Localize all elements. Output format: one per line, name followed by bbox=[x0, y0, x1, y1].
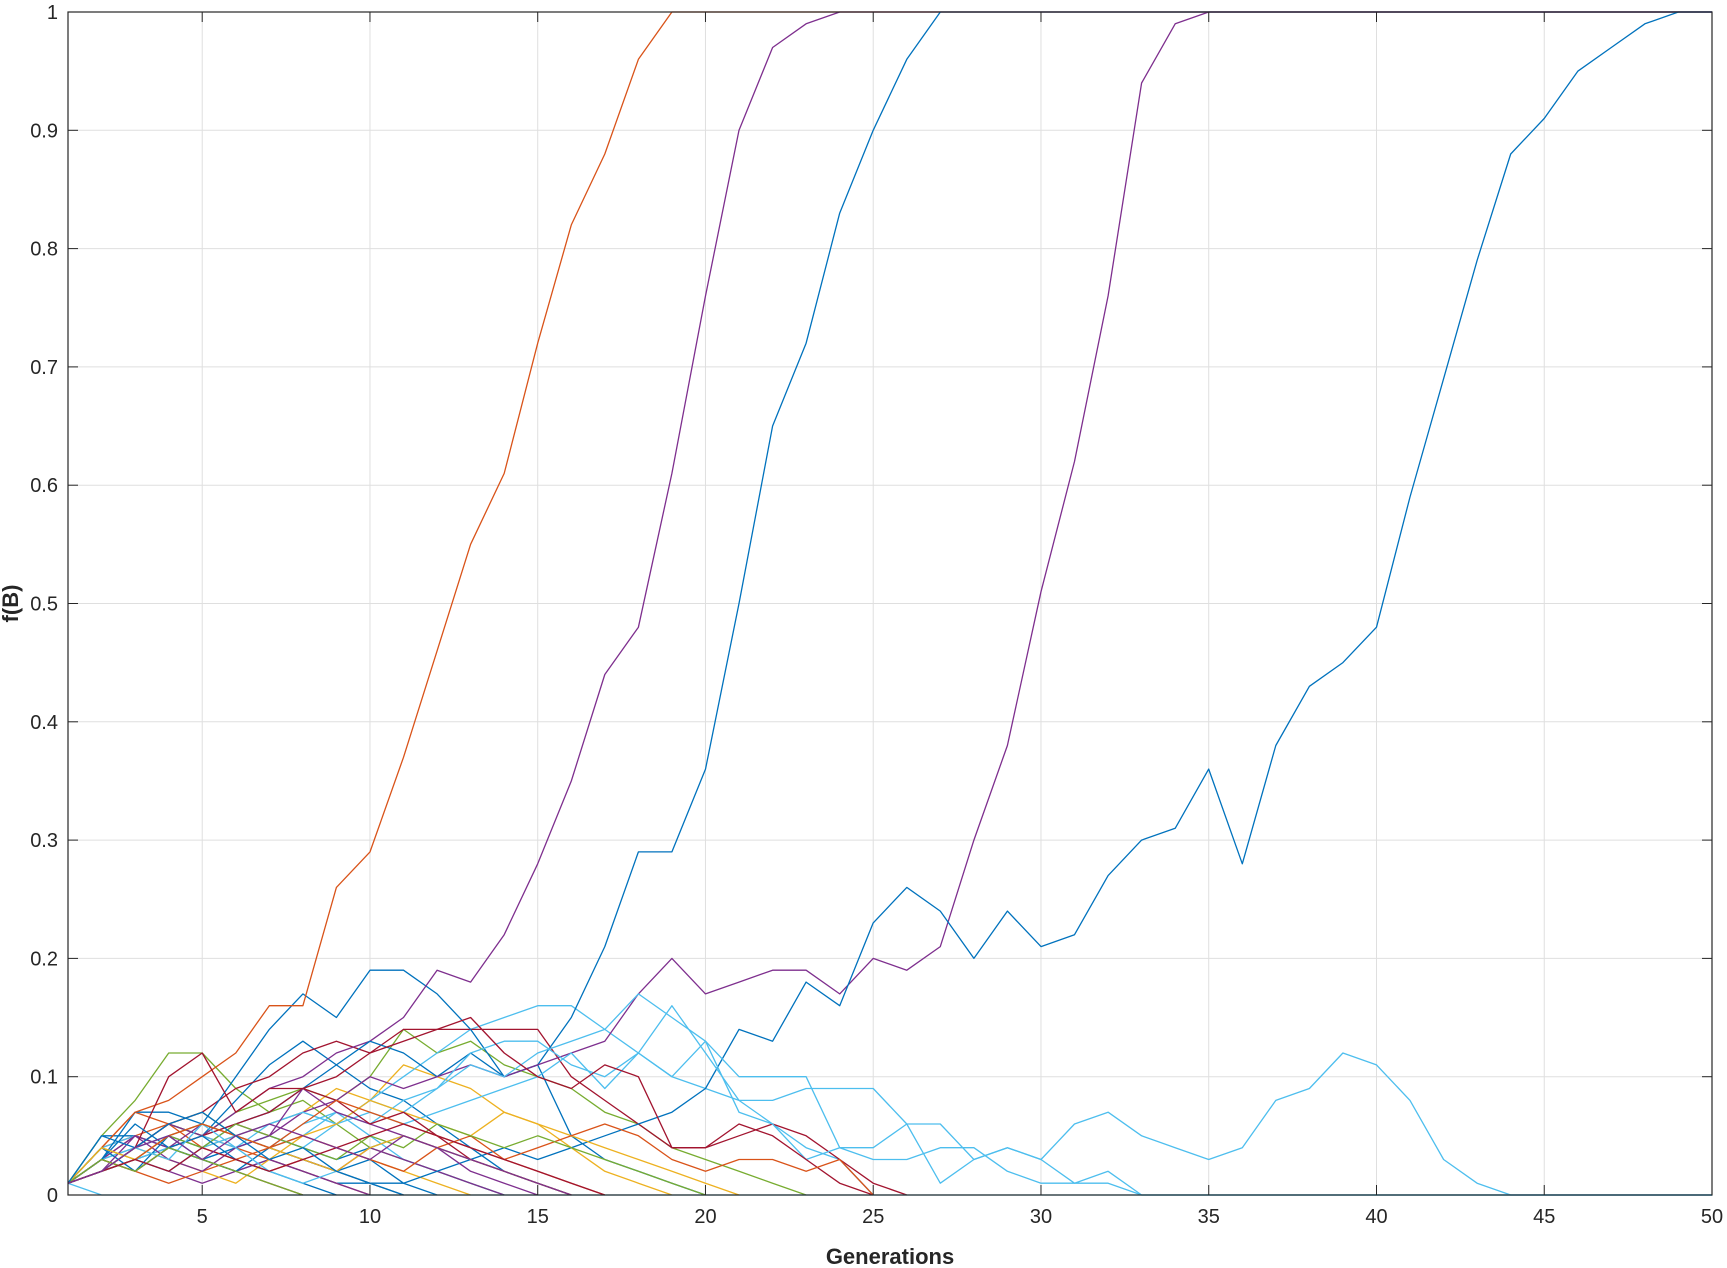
series-line bbox=[67, 11, 1712, 1184]
x-axis-title: Generations bbox=[826, 1244, 954, 1268]
y-tick-label: 0.4 bbox=[30, 712, 58, 734]
series-line bbox=[67, 1147, 304, 1196]
y-tick-label: 0.1 bbox=[30, 1067, 58, 1089]
series-line bbox=[67, 1028, 908, 1196]
series-line bbox=[67, 993, 1712, 1196]
series-line bbox=[67, 969, 706, 1196]
series-line bbox=[67, 11, 1712, 1184]
y-tick-label: 0 bbox=[47, 1185, 58, 1207]
y-tick-label: 0.3 bbox=[30, 830, 58, 852]
y-tick-label: 0.5 bbox=[30, 594, 58, 616]
axis-ticks bbox=[68, 11, 1713, 1196]
x-tick-labels: 5 10 15 20 25 30 35 40 45 50 bbox=[197, 1206, 1723, 1228]
y-tick-label: 0.9 bbox=[30, 120, 58, 142]
series-line bbox=[67, 1016, 874, 1196]
y-tick-labels: 0 0.1 0.2 0.3 0.4 0.5 0.6 0.7 0.8 0.9 1 bbox=[30, 2, 58, 1207]
x-tick-label: 5 bbox=[197, 1206, 208, 1228]
y-tick-label: 0.8 bbox=[30, 239, 58, 261]
series-line bbox=[67, 11, 1712, 1184]
x-tick-label: 40 bbox=[1365, 1206, 1387, 1228]
series-line bbox=[67, 1005, 1712, 1196]
series-line bbox=[67, 1123, 572, 1196]
x-tick-label: 45 bbox=[1533, 1206, 1555, 1228]
x-tick-label: 10 bbox=[359, 1206, 381, 1228]
series-line bbox=[67, 11, 1712, 1184]
series-line bbox=[67, 11, 1712, 1184]
y-axis-title: f(B) bbox=[0, 585, 23, 623]
x-tick-label: 50 bbox=[1701, 1206, 1723, 1228]
y-tick-label: 0.6 bbox=[30, 475, 58, 497]
grid-lines bbox=[68, 11, 1713, 1196]
x-tick-label: 15 bbox=[527, 1206, 549, 1228]
x-tick-label: 20 bbox=[694, 1206, 716, 1228]
x-tick-label: 35 bbox=[1198, 1206, 1220, 1228]
y-tick-label: 1 bbox=[47, 2, 58, 24]
y-tick-label: 0.2 bbox=[30, 948, 58, 970]
x-tick-label: 25 bbox=[862, 1206, 884, 1228]
x-tick-label: 30 bbox=[1030, 1206, 1052, 1228]
series-line bbox=[67, 1040, 1712, 1196]
y-tick-label: 0.7 bbox=[30, 357, 58, 379]
